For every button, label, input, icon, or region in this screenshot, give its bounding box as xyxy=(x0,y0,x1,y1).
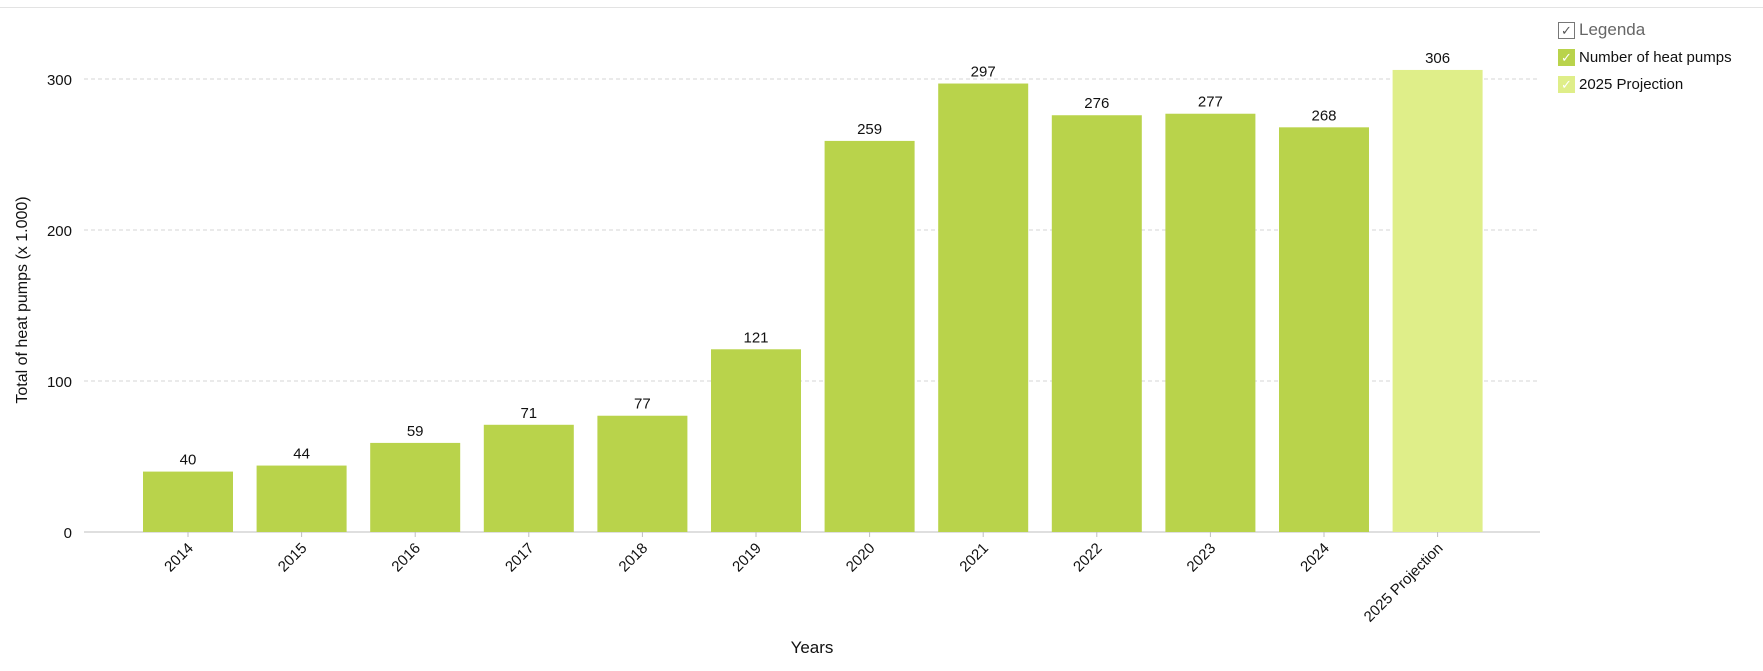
data-label: 277 xyxy=(1198,94,1223,111)
legend-item-label: Number of heat pumps xyxy=(1579,48,1732,66)
x-tick-label: 2025 Projection xyxy=(1361,540,1447,626)
legend: ✓ Legenda ✓ Number of heat pumps ✓ 2025 … xyxy=(1558,20,1732,94)
bar[interactable] xyxy=(711,349,801,532)
bar[interactable] xyxy=(1279,127,1369,532)
x-tick-label: 2015 xyxy=(275,540,311,576)
bar[interactable] xyxy=(370,442,461,532)
top-divider xyxy=(0,7,1763,8)
legend-item-label: 2025 Projection xyxy=(1579,75,1684,93)
bar[interactable] xyxy=(1392,69,1483,532)
data-label: 44 xyxy=(293,446,310,463)
bar[interactable] xyxy=(143,471,233,532)
data-label: 59 xyxy=(407,423,424,440)
x-axis: 2014 2015 2016 2017 2018 2019 2020 2021 2022 2023… xyxy=(161,532,1446,626)
bar[interactable] xyxy=(938,83,1029,532)
x-axis-title: Years xyxy=(791,638,834,657)
data-label: 71 xyxy=(520,405,537,422)
x-tick-label: 2024 xyxy=(1297,540,1333,576)
bar[interactable] xyxy=(256,465,347,532)
data-label: 40 xyxy=(180,452,197,469)
legend-toggle-checkbox-icon[interactable]: ✓ xyxy=(1558,21,1575,39)
bar[interactable] xyxy=(824,140,915,532)
x-tick-label: 2018 xyxy=(616,540,652,576)
y-tick-label: 100 xyxy=(47,374,72,391)
x-tick-label: 2022 xyxy=(1070,540,1106,576)
legend-title-label: Legenda xyxy=(1579,20,1646,39)
y-tick-label: 0 xyxy=(64,525,72,542)
y-tick-label: 200 xyxy=(47,223,72,240)
data-label: 77 xyxy=(634,396,651,413)
data-label: 259 xyxy=(857,121,882,138)
x-tick-label: 2020 xyxy=(843,540,879,576)
bar[interactable] xyxy=(1165,113,1256,532)
bars xyxy=(143,69,1483,533)
data-label: 276 xyxy=(1084,95,1109,112)
legend-item-number-of-heat-pumps[interactable]: ✓ Number of heat pumps xyxy=(1558,47,1732,67)
data-label: 297 xyxy=(971,64,996,81)
legend-checkbox-icon[interactable]: ✓ xyxy=(1558,75,1575,93)
bar[interactable] xyxy=(483,424,574,532)
x-tick-label: 2014 xyxy=(161,540,197,576)
legend-title[interactable]: ✓ Legenda xyxy=(1558,20,1732,40)
legend-checkbox-icon[interactable]: ✓ xyxy=(1558,48,1575,66)
data-labels: 40 44 59 71 77 121 259 297 276 277 268 306 xyxy=(180,50,1450,469)
x-tick-label: 2016 xyxy=(388,540,424,576)
bar[interactable] xyxy=(1051,115,1142,533)
y-axis-title: Total of heat pumps (x 1.000) xyxy=(14,196,31,403)
data-label: 306 xyxy=(1425,50,1450,67)
data-label: 121 xyxy=(743,329,768,346)
legend-item-2025-projection[interactable]: ✓ 2025 Projection xyxy=(1558,74,1732,94)
x-tick-label: 2023 xyxy=(1184,540,1220,576)
x-tick-label: 2019 xyxy=(729,540,765,576)
bar[interactable] xyxy=(597,415,688,532)
y-tick-label: 300 xyxy=(47,72,72,89)
data-label: 268 xyxy=(1311,107,1336,124)
x-tick-label: 2017 xyxy=(502,540,538,576)
x-tick-label: 2021 xyxy=(956,540,992,576)
